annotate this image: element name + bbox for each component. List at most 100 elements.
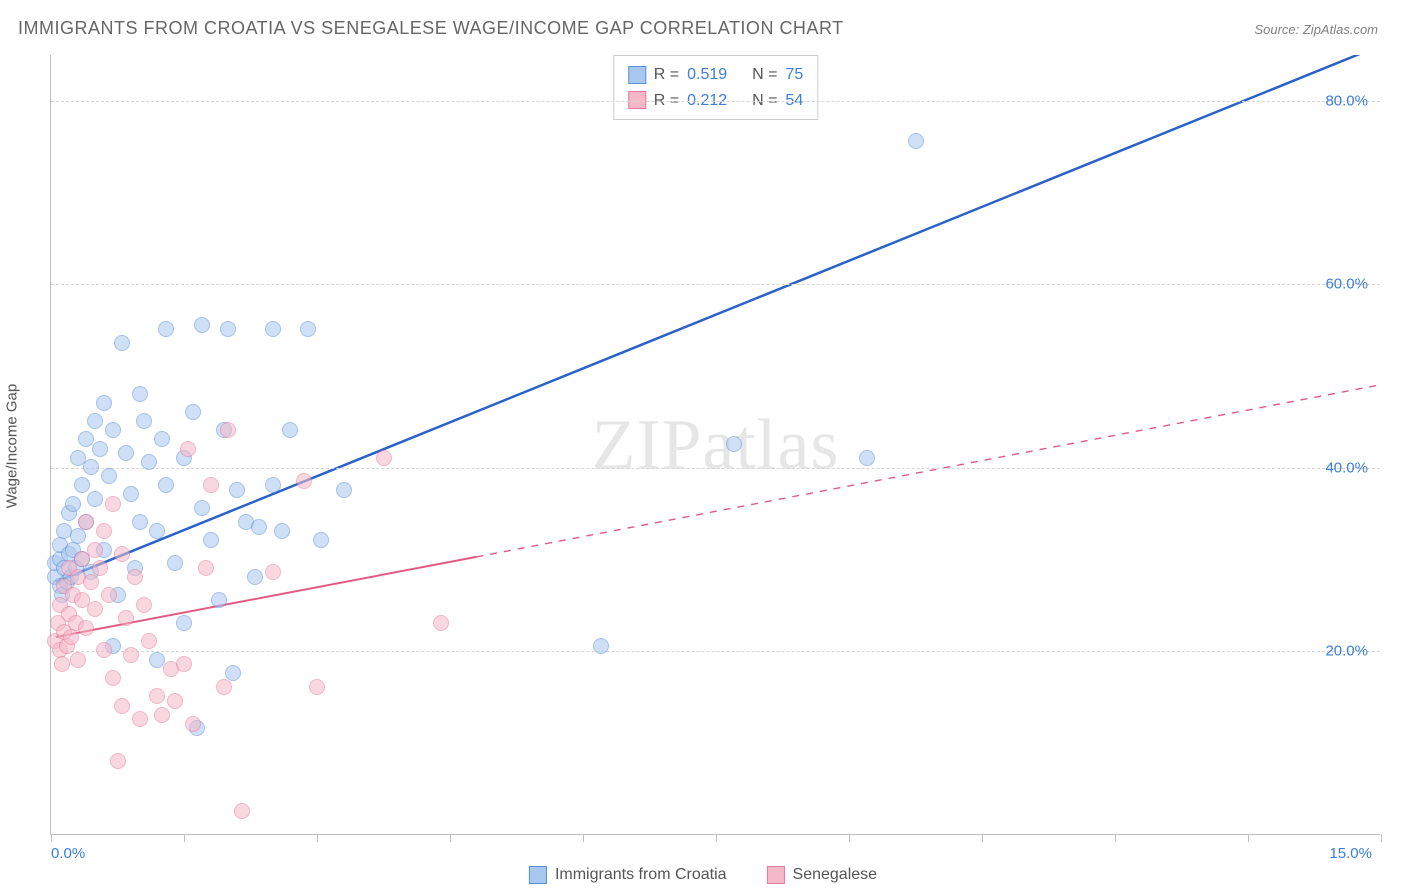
data-point bbox=[176, 656, 192, 672]
x-tick bbox=[982, 834, 983, 842]
data-point bbox=[92, 560, 108, 576]
stat-n-value: 75 bbox=[785, 62, 803, 88]
data-point bbox=[83, 574, 99, 590]
data-point bbox=[132, 514, 148, 530]
data-point bbox=[185, 716, 201, 732]
data-point bbox=[96, 523, 112, 539]
legend-swatch-senegalese bbox=[767, 866, 785, 884]
gridline bbox=[51, 284, 1380, 285]
data-point bbox=[234, 803, 250, 819]
data-point bbox=[114, 335, 130, 351]
data-point bbox=[203, 532, 219, 548]
data-point bbox=[105, 422, 121, 438]
data-point bbox=[63, 629, 79, 645]
data-point bbox=[114, 546, 130, 562]
gridline bbox=[51, 468, 1380, 469]
data-point bbox=[96, 395, 112, 411]
gridline bbox=[51, 101, 1380, 102]
x-tick bbox=[184, 834, 185, 842]
data-point bbox=[154, 707, 170, 723]
watermark: ZIPatlas bbox=[592, 403, 840, 486]
data-point bbox=[265, 321, 281, 337]
data-point bbox=[265, 477, 281, 493]
gridline bbox=[51, 651, 1380, 652]
data-point bbox=[154, 431, 170, 447]
data-point bbox=[296, 473, 312, 489]
data-point bbox=[433, 615, 449, 631]
data-point bbox=[251, 519, 267, 535]
data-point bbox=[220, 422, 236, 438]
data-point bbox=[70, 652, 86, 668]
data-point bbox=[141, 454, 157, 470]
data-point bbox=[149, 523, 165, 539]
data-point bbox=[176, 615, 192, 631]
data-point bbox=[859, 450, 875, 466]
x-tick bbox=[51, 834, 52, 842]
y-tick-label: 20.0% bbox=[1325, 643, 1368, 660]
trend-lines bbox=[51, 55, 1380, 834]
stats-row: R =0.519 N =75 bbox=[628, 62, 803, 88]
x-tick bbox=[1248, 834, 1249, 842]
data-point bbox=[309, 679, 325, 695]
data-point bbox=[78, 620, 94, 636]
data-point bbox=[220, 321, 236, 337]
x-tick bbox=[1381, 834, 1382, 842]
data-point bbox=[92, 441, 108, 457]
data-point bbox=[300, 321, 316, 337]
data-point bbox=[726, 436, 742, 452]
data-point bbox=[167, 693, 183, 709]
chart-title: IMMIGRANTS FROM CROATIA VS SENEGALESE WA… bbox=[18, 18, 844, 39]
data-point bbox=[132, 386, 148, 402]
data-point bbox=[105, 670, 121, 686]
data-point bbox=[149, 688, 165, 704]
data-point bbox=[141, 633, 157, 649]
y-tick-label: 60.0% bbox=[1325, 276, 1368, 293]
data-point bbox=[211, 592, 227, 608]
data-point bbox=[110, 753, 126, 769]
data-point bbox=[87, 542, 103, 558]
data-point bbox=[78, 514, 94, 530]
data-point bbox=[96, 642, 112, 658]
plot-area: ZIPatlas R =0.519 N =75R =0.212 N =54 20… bbox=[50, 55, 1380, 835]
legend-swatch-croatia bbox=[529, 866, 547, 884]
source-label: Source: ZipAtlas.com bbox=[1254, 22, 1378, 37]
stats-legend-box: R =0.519 N =75R =0.212 N =54 bbox=[613, 55, 818, 120]
x-tick bbox=[450, 834, 451, 842]
stat-r-label: R = bbox=[654, 62, 679, 88]
data-point bbox=[87, 413, 103, 429]
data-point bbox=[158, 477, 174, 493]
y-tick-label: 80.0% bbox=[1325, 92, 1368, 109]
data-point bbox=[194, 317, 210, 333]
data-point bbox=[74, 477, 90, 493]
x-tick-label: 0.0% bbox=[51, 845, 85, 862]
data-point bbox=[54, 656, 70, 672]
data-point bbox=[247, 569, 263, 585]
data-point bbox=[229, 482, 245, 498]
y-axis-label: Wage/Income Gap bbox=[4, 384, 21, 509]
legend-label-senegalese: Senegalese bbox=[793, 866, 878, 884]
data-point bbox=[593, 638, 609, 654]
data-point bbox=[87, 491, 103, 507]
data-point bbox=[114, 698, 130, 714]
data-point bbox=[65, 496, 81, 512]
data-point bbox=[118, 445, 134, 461]
data-point bbox=[136, 597, 152, 613]
x-tick-label: 15.0% bbox=[1329, 845, 1372, 862]
stat-n-label: N = bbox=[752, 62, 777, 88]
data-point bbox=[180, 441, 196, 457]
x-tick bbox=[716, 834, 717, 842]
data-point bbox=[123, 647, 139, 663]
x-tick bbox=[317, 834, 318, 842]
data-point bbox=[132, 711, 148, 727]
legend-item-croatia: Immigrants from Croatia bbox=[529, 866, 727, 884]
data-point bbox=[101, 587, 117, 603]
data-point bbox=[282, 422, 298, 438]
data-point bbox=[194, 500, 210, 516]
data-point bbox=[83, 459, 99, 475]
x-tick bbox=[849, 834, 850, 842]
data-point bbox=[167, 555, 183, 571]
data-point bbox=[336, 482, 352, 498]
x-tick bbox=[583, 834, 584, 842]
data-point bbox=[203, 477, 219, 493]
data-point bbox=[185, 404, 201, 420]
